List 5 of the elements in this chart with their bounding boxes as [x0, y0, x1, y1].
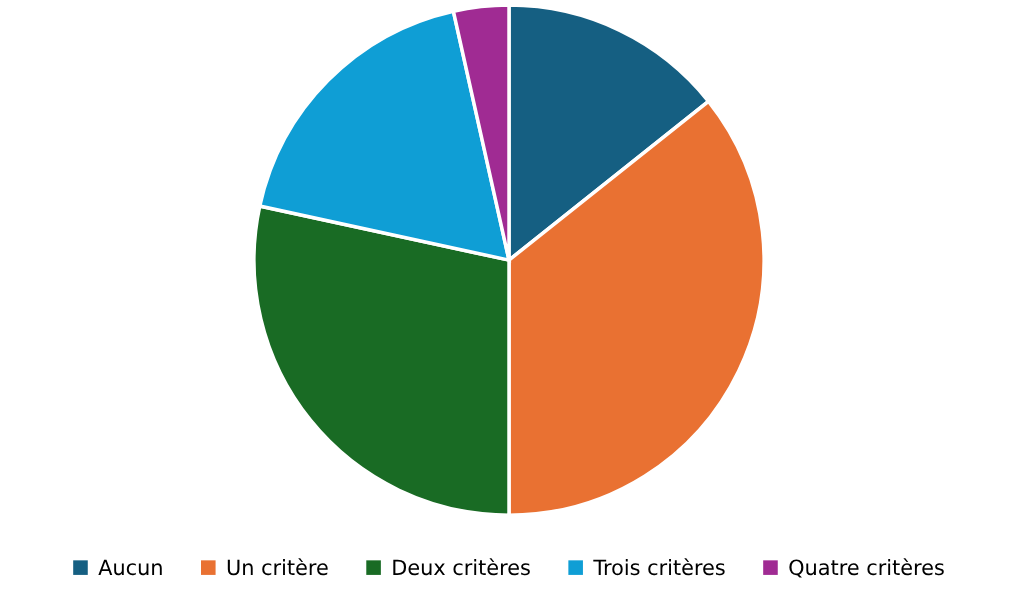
legend-label: Quatre critères — [789, 558, 944, 578]
legend-label: Trois critères — [593, 558, 725, 576]
legend-label: Un critère — [227, 558, 328, 576]
legend-label: Deux critères — [393, 558, 530, 576]
legend-label: Aucun — [98, 559, 162, 576]
